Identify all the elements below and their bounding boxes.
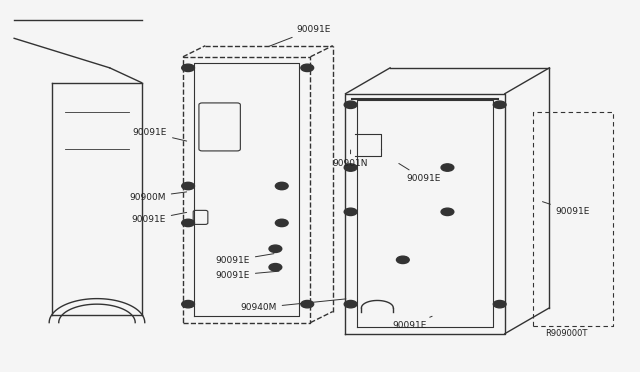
Text: 90091E: 90091E xyxy=(399,163,440,183)
Circle shape xyxy=(344,208,357,215)
Text: 90091E: 90091E xyxy=(216,271,279,280)
Circle shape xyxy=(275,219,288,227)
Text: 90091E: 90091E xyxy=(132,128,187,141)
Circle shape xyxy=(269,263,282,271)
Text: 90940M: 90940M xyxy=(240,299,346,312)
Circle shape xyxy=(182,219,195,227)
Circle shape xyxy=(269,245,282,253)
Circle shape xyxy=(182,182,195,190)
Circle shape xyxy=(396,256,409,263)
Text: R909000T: R909000T xyxy=(545,328,588,337)
Circle shape xyxy=(301,64,314,71)
Text: 90091E: 90091E xyxy=(543,202,590,217)
Circle shape xyxy=(301,301,314,308)
Text: 90091E: 90091E xyxy=(216,254,274,265)
Circle shape xyxy=(441,164,454,171)
Circle shape xyxy=(182,301,195,308)
Circle shape xyxy=(493,101,506,109)
Circle shape xyxy=(493,301,506,308)
Circle shape xyxy=(441,208,454,215)
Text: 90091E: 90091E xyxy=(392,316,432,330)
Circle shape xyxy=(344,101,357,109)
Circle shape xyxy=(275,182,288,190)
Text: 90091E: 90091E xyxy=(131,212,187,224)
Text: 90901N: 90901N xyxy=(333,150,368,169)
Text: 90900M: 90900M xyxy=(129,192,187,202)
Circle shape xyxy=(344,164,357,171)
Text: 90091E: 90091E xyxy=(268,25,331,46)
Circle shape xyxy=(182,64,195,71)
Circle shape xyxy=(344,301,357,308)
